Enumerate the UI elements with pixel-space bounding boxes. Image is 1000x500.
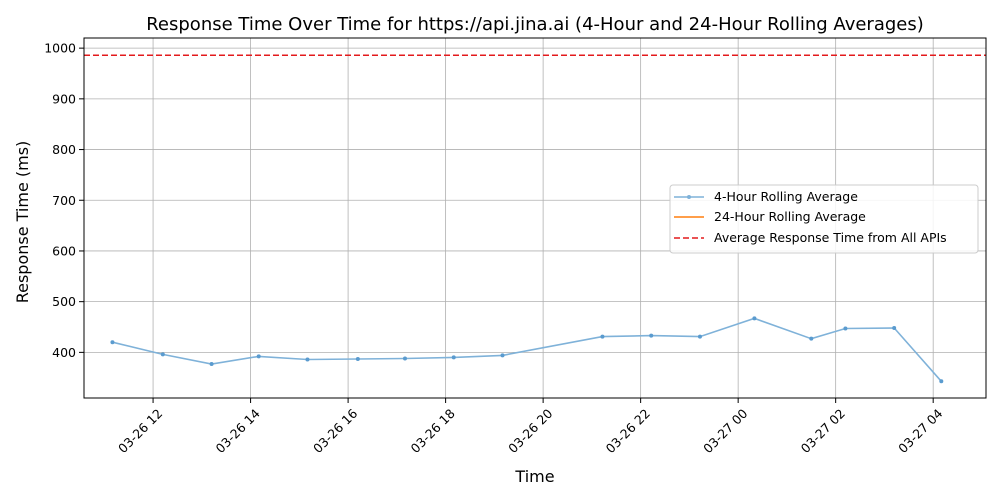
y-tick-label: 400 <box>52 345 76 360</box>
chart-title: Response Time Over Time for https://api.… <box>146 14 924 35</box>
data-point-4h <box>110 340 115 345</box>
data-point-4h <box>809 336 814 341</box>
x-axis-label: Time <box>514 467 554 486</box>
legend-box <box>669 184 979 254</box>
y-tick-label: 900 <box>52 91 76 106</box>
x-tick-label: 03-26 20 <box>505 406 555 456</box>
data-point-4h <box>600 334 605 339</box>
x-tick-label: 03-26 12 <box>115 406 165 456</box>
data-point-4h <box>649 333 654 338</box>
legend: 4-Hour Rolling Average 24-Hour Rolling A… <box>669 184 979 254</box>
y-tick-label: 500 <box>52 294 76 309</box>
legend-label-avg: Average Response Time from All APIs <box>714 230 947 245</box>
x-tick-label: 03-27 00 <box>700 406 750 456</box>
x-tick-label: 03-26 16 <box>310 406 360 456</box>
data-point-4h <box>451 355 456 360</box>
data-point-4h <box>697 334 702 339</box>
data-point-4h <box>160 352 165 357</box>
series-line-4h <box>112 317 942 382</box>
legend-item-avg: Average Response Time from All APIs <box>674 230 947 245</box>
data-point-4h <box>892 326 897 331</box>
y-tick-label: 800 <box>52 142 76 157</box>
y-tick-label: 700 <box>52 193 76 208</box>
data-point-4h <box>402 356 407 361</box>
legend-item-24h: 24-Hour Rolling Average <box>674 209 866 224</box>
data-point-4h <box>209 362 214 367</box>
data-point-4h <box>355 356 360 361</box>
data-point-4h <box>256 354 261 359</box>
legend-label-4h: 4-Hour Rolling Average <box>714 189 858 204</box>
y-tick-label: 600 <box>52 243 76 258</box>
data-point-4h <box>500 353 505 358</box>
data-point-4h <box>305 357 310 362</box>
x-tick-label: 03-27 02 <box>798 406 848 456</box>
x-tick-label: 03-26 14 <box>213 406 263 456</box>
plot-frame <box>83 37 987 399</box>
x-tick-label: 03-26 22 <box>603 406 653 456</box>
legend-label-24h: 24-Hour Rolling Average <box>714 209 866 224</box>
data-point-4h <box>843 326 848 331</box>
y-tick-label: 1000 <box>44 41 76 56</box>
x-tick-label: 03-26 18 <box>408 406 458 456</box>
legend-item-4h: 4-Hour Rolling Average <box>674 189 858 204</box>
data-point-4h <box>752 316 757 321</box>
x-tick-label: 03-27 04 <box>895 406 945 456</box>
data-point-4h <box>939 379 944 384</box>
y-axis-label: Response Time (ms) <box>13 141 32 304</box>
legend-marker-4h <box>687 195 691 199</box>
series-layer <box>84 54 986 384</box>
x-axis-ticks: 03-26 12 03-26 14 03-26 16 03-26 18 03-26 20… <box>115 398 946 456</box>
y-axis-ticks: 400 500 600 700 800 900 1000 <box>44 41 84 360</box>
